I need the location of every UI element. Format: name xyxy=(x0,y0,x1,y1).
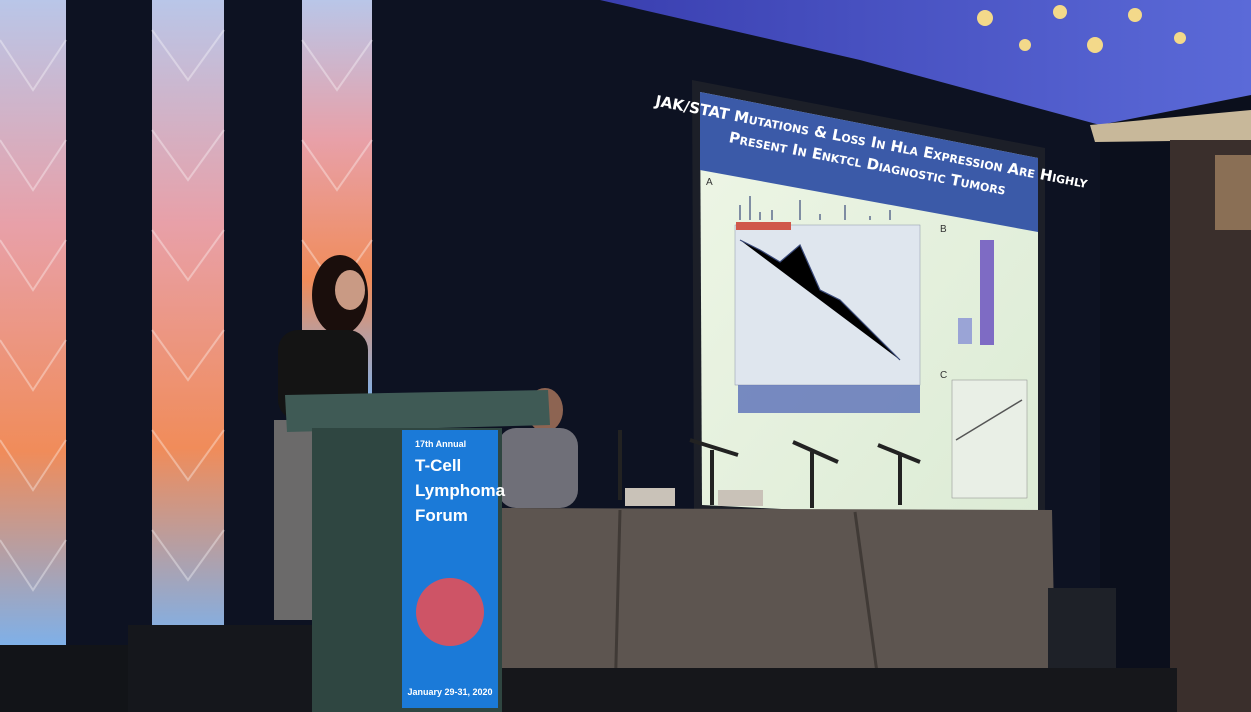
name-card xyxy=(718,490,763,506)
panel-label: B xyxy=(940,224,947,235)
table xyxy=(497,508,1055,700)
sign-dates: January 29-31, 2020 xyxy=(407,687,492,697)
wall-light xyxy=(1215,155,1251,230)
ceiling-trim xyxy=(1090,110,1251,142)
microphones xyxy=(618,430,921,508)
light-pillar xyxy=(152,0,224,640)
wall-panel xyxy=(1170,140,1251,712)
chandelier xyxy=(977,5,1186,53)
sign-graphic xyxy=(416,578,484,646)
panel-label: C xyxy=(940,370,947,381)
podium-top xyxy=(285,390,550,432)
sign-edition: 17th Annual xyxy=(415,439,466,449)
sign-name: T-Cell xyxy=(415,456,461,475)
chair xyxy=(1048,588,1116,668)
sign-name: Lymphoma xyxy=(415,481,506,500)
podium-sign xyxy=(402,430,498,708)
pillar-pattern xyxy=(0,29,373,592)
slide-title-bar xyxy=(700,92,1038,232)
stage-edge xyxy=(497,668,1177,712)
name-card xyxy=(625,488,675,506)
sign-name: Forum xyxy=(415,506,468,525)
stage-monitor xyxy=(0,645,130,712)
ceiling xyxy=(600,0,1251,125)
light-pillar xyxy=(0,0,66,645)
slide-figure: A B C xyxy=(706,177,1028,499)
stage-monitor xyxy=(128,625,348,712)
panel-label: A xyxy=(706,177,713,188)
